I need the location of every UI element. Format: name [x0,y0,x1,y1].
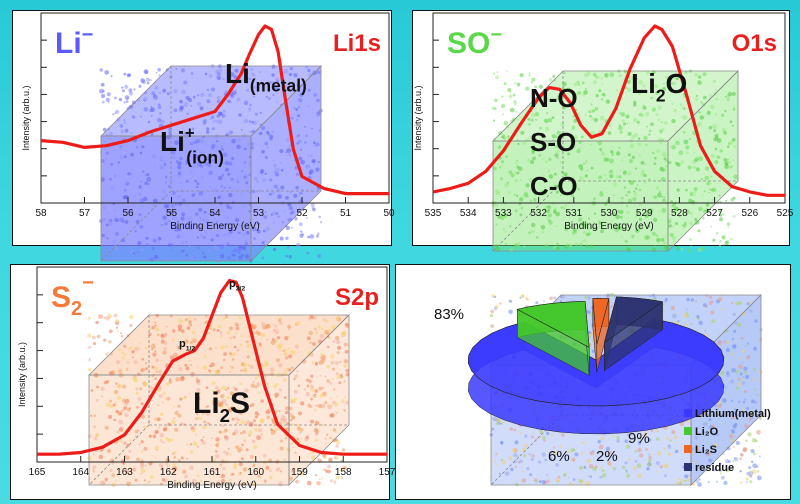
o1s-chart-panel: 535 534 533 532 531 530 529 528 527 526 525 Binding… [412,10,794,253]
point-cloud-cube [87,313,350,488]
x-tick-label: 535 [425,208,442,219]
x-tick-label: 159 [291,467,308,478]
point-cloud-cube [491,69,739,253]
region-label: O1s [732,30,777,57]
cube-top-face [101,66,321,136]
x-axis-label: Binding Energy (eV) [167,480,257,491]
cube-top-face [89,315,349,375]
x-tick-label: 163 [116,467,133,478]
x-tick-label: 158 [335,467,352,478]
cube-edge [288,314,350,486]
species-label: SO− [447,24,502,60]
legend-label: residue [695,462,734,474]
species-label: Li− [55,24,93,60]
o1s-chart: 535 534 533 532 531 530 529 528 527 526 525 Binding… [413,12,794,253]
x-tick-label: 161 [204,467,221,478]
peak-label-c-o: C-O [530,171,578,201]
x-tick-label: 529 [636,208,653,219]
cube-side-face [289,315,349,485]
y-axis-label: Intensity (arb.u.) [21,85,31,150]
x-axis-label: Binding Energy (eV) [170,221,260,232]
x-tick-label: 534 [460,208,477,219]
cube-side-face [691,295,761,485]
cube-edge [667,70,739,252]
pie-value-label: 2% [596,448,618,465]
x-tick-label: 530 [601,208,618,219]
x-tick-label: 532 [530,208,547,219]
x-tick-label: 162 [160,467,177,478]
pie-slice-li-o [516,301,590,376]
legend-swatch [684,409,692,417]
composition-pie-panel: 83% 9% 2% 6% Lithium(metal) Li₂O Li₂S residue [395,264,791,500]
li1s-chart: 58 57 56 55 54 53 52 51 50 Binding Energy (eV) Int… [21,12,395,264]
species-label: S2− [51,272,94,320]
legend-label: Li₂S [695,444,717,456]
y-axis-label: Intensity (arb.u.) [17,342,27,407]
x-tick-label: 528 [671,208,688,219]
cube-side-face [668,71,738,251]
region-label: S2p [335,284,379,311]
x-tick-label: 525 [777,208,794,219]
x-axis-label: Binding Energy (eV) [564,221,654,232]
x-tick-label: 51 [340,208,352,219]
legend-label: Li₂O [695,426,719,438]
legend-swatch [684,427,692,435]
x-tick-label: 160 [247,467,264,478]
cube-front-face [101,136,251,261]
x-tick-label: 54 [209,208,221,219]
peak-label-s-o: S-O [530,127,576,157]
peak-label-li2s: Li2S [193,387,250,426]
x-tick-label: 58 [35,208,47,219]
s2p-chart: 165 164 163 162 161 160 159 158 157 Binding Energ… [17,266,396,491]
legend-swatch [684,445,692,453]
x-tick-label: 533 [495,208,512,219]
x-tick-label: 164 [72,467,89,478]
peak-label-p32: p3/2 [229,278,245,292]
x-tick-label: 531 [565,208,582,219]
cube-front-face [89,375,289,485]
point-cloud-cube [99,64,323,264]
x-tick-label: 157 [379,467,396,478]
x-tick-label: 57 [79,208,91,219]
spectrum-curve [432,24,785,197]
li1s-chart-panel: 58 57 56 55 54 53 52 51 50 Binding Energy (eV) Int… [12,10,395,264]
s2p-chart-panel: 165 164 163 162 161 160 159 158 157 Binding Energ… [10,264,396,500]
cube-hidden-edge [492,180,564,252]
composition-pie-chart: 83% 9% 2% 6% Lithium(metal) Li₂O Li₂S residue [434,292,771,487]
cube-edge [250,65,322,262]
legend-swatch [684,463,692,471]
x-tick-label: 52 [296,208,308,219]
peak-label-li-ion: Li+ (ion) [160,123,224,167]
peak-label-li-metal: Li(metal) [225,58,307,95]
pie-value-label: 6% [548,448,570,465]
x-tick-label: 53 [253,208,265,219]
x-tick-label: 527 [706,208,723,219]
pie-value-label: 83% [434,306,464,323]
x-tick-label: 55 [166,208,178,219]
pie-slice-residue [603,296,664,372]
cube-side-face [251,66,321,261]
pie-slice-li-s [592,298,610,373]
region-label: Li1s [333,30,381,57]
cube-hidden-edge [88,424,150,486]
x-tick-label: 50 [383,208,395,219]
cube-front-face [493,141,668,251]
peak-label-n-o: N-O [530,83,578,113]
x-tick-label: 526 [741,208,758,219]
peak-label-li2o: Li2O [631,68,687,105]
x-tick-label: 56 [122,208,134,219]
x-tick-label: 165 [29,467,46,478]
peak-label-p12: p1/2 [179,338,195,352]
y-axis-label: Intensity (arb.u.) [413,85,423,150]
legend-label: Lithium(metal) [695,408,771,420]
spectrum-curve [37,278,387,456]
pie-value-label: 9% [628,430,650,447]
spectrum-curve [40,24,389,196]
